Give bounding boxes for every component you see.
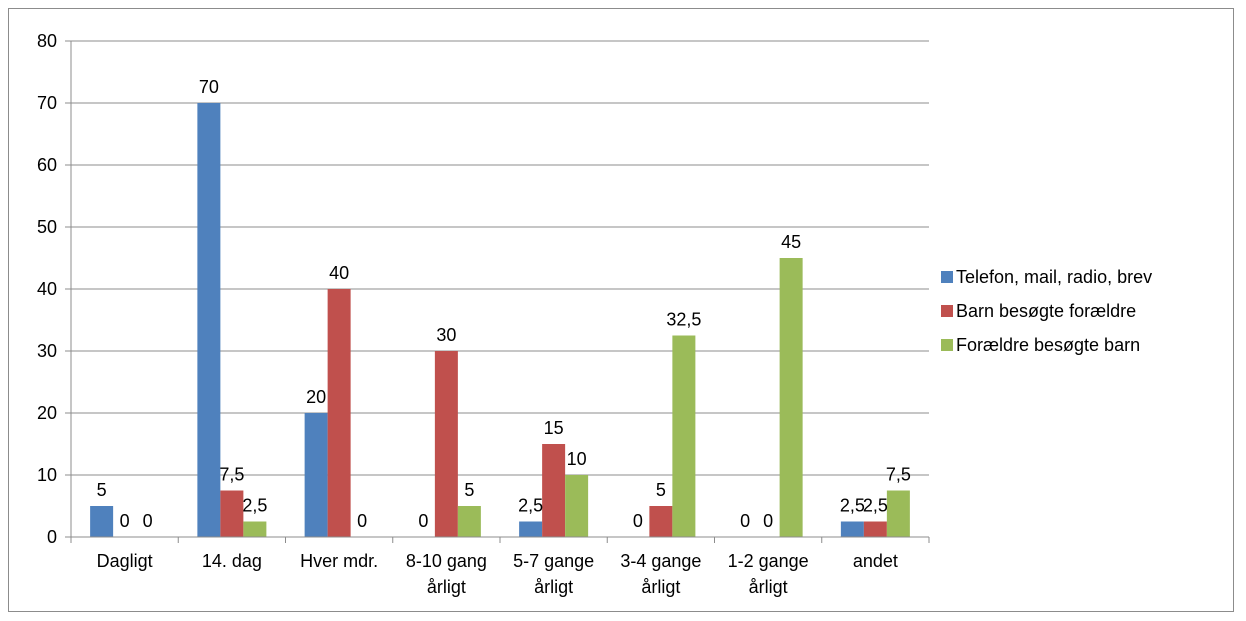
x-tick-label: andet	[853, 551, 898, 571]
bar	[779, 258, 803, 537]
legend-swatch	[941, 305, 953, 317]
bar	[327, 289, 351, 537]
data-label: 5	[656, 480, 666, 500]
bar	[197, 103, 221, 537]
bar	[90, 506, 114, 537]
legend-label: Barn besøgte forældre	[956, 301, 1136, 321]
data-label: 0	[357, 511, 367, 531]
data-label: 40	[329, 263, 349, 283]
bar	[434, 351, 458, 537]
data-label: 10	[567, 449, 587, 469]
data-label: 2,5	[242, 496, 267, 516]
data-label: 2,5	[840, 496, 865, 516]
bar	[863, 521, 887, 537]
legend-swatch	[941, 271, 953, 283]
bar	[672, 335, 696, 537]
x-tick-label: 1-2 gange	[728, 551, 809, 571]
x-tick-label: 3-4 gange	[620, 551, 701, 571]
data-label: 5	[464, 480, 474, 500]
bar	[565, 475, 589, 537]
data-label: 5	[97, 480, 107, 500]
bar	[243, 521, 267, 537]
bar	[519, 521, 543, 537]
legend: Telefon, mail, radio, brev Barn besøgte f…	[941, 267, 1152, 355]
chart-frame: 0 10 20 30 40 50 60 70 80 Dagligt 14. dag Hver mdr.…	[8, 8, 1234, 612]
x-tick-label: 8-10 gang	[406, 551, 487, 571]
y-tick-label: 10	[37, 465, 57, 485]
x-tick-label: årligt	[427, 577, 466, 597]
data-label: 0	[633, 511, 643, 531]
y-tick-label: 80	[37, 31, 57, 51]
legend-label: Forældre besøgte barn	[956, 335, 1140, 355]
data-label: 0	[418, 511, 428, 531]
bar	[886, 490, 910, 537]
x-tick-label: Dagligt	[97, 551, 153, 571]
data-label: 0	[763, 511, 773, 531]
data-label: 15	[544, 418, 564, 438]
x-tick-label: 14. dag	[202, 551, 262, 571]
data-label: 7,5	[219, 465, 244, 485]
y-tick-label: 70	[37, 93, 57, 113]
data-label: 70	[199, 77, 219, 97]
y-tick-label: 60	[37, 155, 57, 175]
bar	[840, 521, 864, 537]
x-tick-label: årligt	[641, 577, 680, 597]
x-tick-label: Hver mdr.	[300, 551, 378, 571]
data-label: 2,5	[518, 496, 543, 516]
data-label: 0	[143, 511, 153, 531]
x-tick-label: årligt	[534, 577, 573, 597]
data-label: 7,5	[886, 465, 911, 485]
data-label: 0	[740, 511, 750, 531]
bar	[542, 444, 566, 537]
data-label: 30	[436, 325, 456, 345]
bar	[457, 506, 481, 537]
x-tick-label: årligt	[749, 577, 788, 597]
data-label: 45	[781, 232, 801, 252]
y-tick-label: 0	[47, 527, 57, 547]
bars	[90, 103, 910, 537]
y-tick-label: 30	[37, 341, 57, 361]
legend-label: Telefon, mail, radio, brev	[956, 267, 1152, 287]
bar	[220, 490, 244, 537]
y-tick-label: 40	[37, 279, 57, 299]
legend-swatch	[941, 339, 953, 351]
data-label: 20	[306, 387, 326, 407]
y-tick-label: 20	[37, 403, 57, 423]
y-tick-label: 50	[37, 217, 57, 237]
data-label: 2,5	[863, 496, 888, 516]
bar	[649, 506, 673, 537]
data-label: 32,5	[666, 310, 701, 330]
data-label: 0	[120, 511, 130, 531]
bar	[304, 413, 328, 537]
x-tick-label: 5-7 gange	[513, 551, 594, 571]
